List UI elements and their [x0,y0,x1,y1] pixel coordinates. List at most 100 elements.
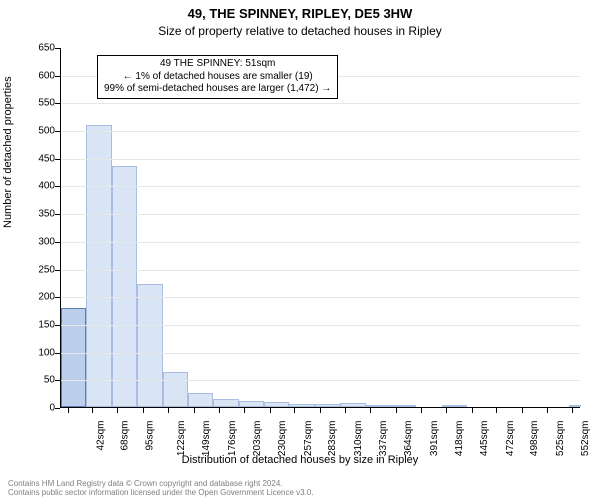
y-tick-mark [55,214,60,215]
y-tick-mark [55,48,60,49]
y-tick-mark [55,186,60,187]
x-tick-label: 498sqm [529,421,540,457]
y-tick-mark [55,242,60,243]
histogram-bar [366,405,391,407]
y-tick-label: 0 [15,403,55,414]
x-tick-label: 203sqm [252,421,263,457]
x-tick-mark [117,408,118,413]
histogram-bar [264,402,289,407]
y-tick-label: 50 [15,375,55,386]
histogram-bar [391,405,416,407]
x-tick-label: 68sqm [119,421,130,451]
y-tick-label: 350 [15,209,55,220]
gridline [61,103,580,104]
x-tick-label: 149sqm [201,421,212,457]
histogram-bar [569,405,581,407]
y-tick-label: 550 [15,98,55,109]
y-tick-label: 650 [15,43,55,54]
x-tick-mark [396,408,397,413]
chart-container: 49, THE SPINNEY, RIPLEY, DE5 3HW Size of… [0,0,600,500]
x-tick-mark [270,408,271,413]
x-tick-label: 230sqm [277,421,288,457]
x-tick-mark [522,408,523,413]
gridline [61,214,580,215]
x-tick-label: 552sqm [580,421,591,457]
y-tick-mark [55,297,60,298]
annotation-box: 49 THE SPINNEY: 51sqm ← 1% of detached h… [97,55,338,99]
x-tick-mark [294,408,295,413]
chart-title-line1: 49, THE SPINNEY, RIPLEY, DE5 3HW [0,6,600,21]
x-tick-mark [194,408,195,413]
y-tick-mark [55,76,60,77]
y-tick-mark [55,270,60,271]
x-tick-label: 310sqm [353,421,364,457]
y-tick-label: 100 [15,347,55,358]
y-tick-mark [55,380,60,381]
x-tick-label: 257sqm [303,421,314,457]
footer-line2: Contains public sector information licen… [8,488,592,497]
y-tick-label: 450 [15,153,55,164]
y-tick-label: 200 [15,292,55,303]
gridline [61,270,580,271]
x-tick-label: 525sqm [555,421,566,457]
x-tick-label: 472sqm [505,421,516,457]
y-tick-label: 500 [15,126,55,137]
x-tick-label: 418sqm [454,421,465,457]
x-tick-mark [68,408,69,413]
x-tick-mark [219,408,220,413]
annotation-line2: ← 1% of detached houses are smaller (19) [104,71,331,84]
x-tick-mark [446,408,447,413]
y-tick-mark [55,325,60,326]
x-tick-mark [168,408,169,413]
histogram-bar [112,166,137,407]
histogram-bar [188,393,213,407]
x-tick-mark [320,408,321,413]
histogram-bar [289,404,314,407]
gridline [61,297,580,298]
y-tick-mark [55,103,60,104]
x-tick-label: 95sqm [145,421,156,451]
y-tick-label: 600 [15,70,55,81]
plot-area [60,48,580,408]
y-tick-label: 300 [15,236,55,247]
annotation-line3: 99% of semi-detached houses are larger (… [104,83,331,96]
x-tick-label: 283sqm [327,421,338,457]
histogram-bar [86,125,111,407]
x-tick-label: 42sqm [95,421,106,451]
histogram-bar [137,284,162,408]
gridline [61,325,580,326]
footer-line1: Contains HM Land Registry data © Crown c… [8,479,592,488]
gridline [61,242,580,243]
y-tick-mark [55,408,60,409]
x-tick-mark [143,408,144,413]
y-tick-mark [55,159,60,160]
y-tick-label: 250 [15,264,55,275]
chart-title-line2: Size of property relative to detached ho… [0,24,600,38]
x-tick-mark [421,408,422,413]
x-tick-mark [496,408,497,413]
annotation-line1: 49 THE SPINNEY: 51sqm [104,58,331,71]
y-tick-label: 150 [15,319,55,330]
histogram-bar [163,372,188,407]
x-tick-mark [547,408,548,413]
histogram-bar [442,405,467,407]
histogram-bar [340,403,365,407]
histogram-bar [315,404,340,407]
x-tick-mark [370,408,371,413]
y-tick-label: 400 [15,181,55,192]
gridline [61,159,580,160]
histogram-bar [239,401,264,407]
x-tick-label: 445sqm [480,421,491,457]
chart-footer: Contains HM Land Registry data © Crown c… [8,479,592,497]
gridline [61,186,580,187]
gridline [61,353,580,354]
y-tick-mark [55,131,60,132]
x-tick-mark [345,408,346,413]
x-tick-mark [472,408,473,413]
x-tick-label: 122sqm [176,421,187,457]
histogram-bar-highlight [61,308,86,407]
x-tick-label: 337sqm [378,421,389,457]
gridline [61,131,580,132]
y-axis-label: Number of detached properties [2,76,14,228]
x-tick-label: 391sqm [429,421,440,457]
